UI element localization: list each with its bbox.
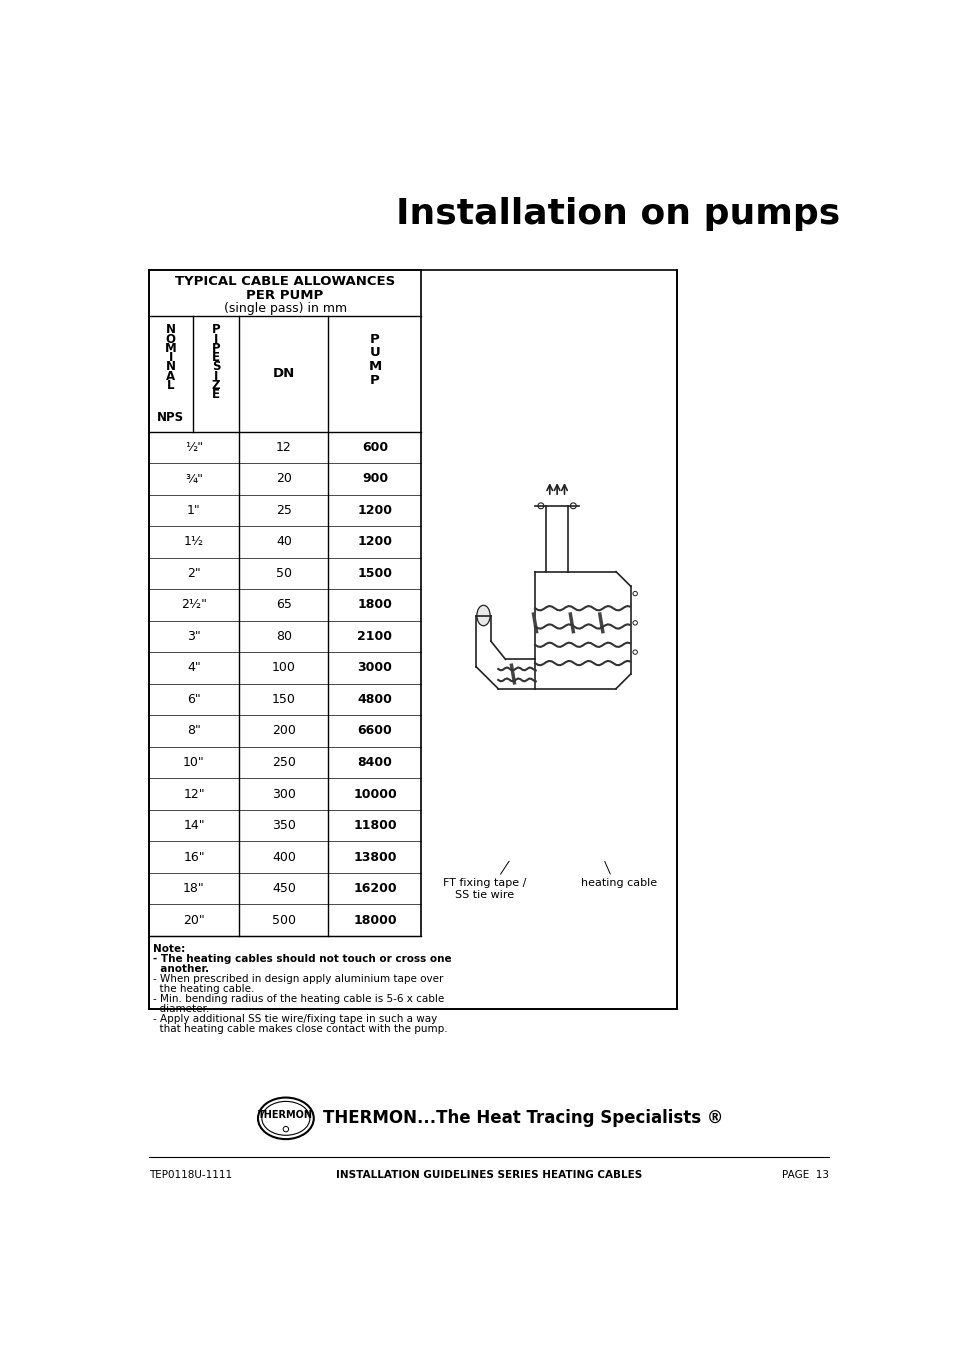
Text: (single pass) in mm: (single pass) in mm <box>223 302 346 315</box>
Text: NPS: NPS <box>157 412 184 424</box>
Text: 11800: 11800 <box>353 819 396 832</box>
Text: another.: another. <box>152 964 209 973</box>
Text: 6": 6" <box>187 693 201 706</box>
Text: P: P <box>212 342 220 355</box>
Text: N: N <box>166 324 175 336</box>
Text: that heating cable makes close contact with the pump.: that heating cable makes close contact w… <box>152 1023 447 1034</box>
Text: M: M <box>368 360 381 374</box>
Text: 10": 10" <box>183 756 205 770</box>
Text: 1200: 1200 <box>357 504 392 517</box>
Text: 1200: 1200 <box>357 536 392 548</box>
Text: 18000: 18000 <box>353 914 396 926</box>
Text: DN: DN <box>273 367 294 381</box>
Text: 500: 500 <box>272 914 295 926</box>
Text: PER PUMP: PER PUMP <box>246 289 323 301</box>
Text: 3": 3" <box>187 630 201 643</box>
Text: Note:: Note: <box>152 944 185 953</box>
Text: THERMON: THERMON <box>258 1110 313 1120</box>
Text: 20: 20 <box>275 472 292 485</box>
Text: 80: 80 <box>275 630 292 643</box>
Text: 900: 900 <box>361 472 388 485</box>
Text: I: I <box>169 351 172 364</box>
Text: 18": 18" <box>183 882 205 895</box>
Text: 50: 50 <box>275 567 292 580</box>
Text: 16200: 16200 <box>353 882 396 895</box>
Text: 10000: 10000 <box>353 787 396 801</box>
Text: 13800: 13800 <box>353 850 396 864</box>
Text: Installation on pumps: Installation on pumps <box>395 197 840 231</box>
Text: 8": 8" <box>187 725 201 737</box>
Text: P: P <box>212 324 220 336</box>
Text: 25: 25 <box>275 504 292 517</box>
Circle shape <box>570 504 576 509</box>
Circle shape <box>632 649 637 655</box>
Text: 300: 300 <box>272 787 295 801</box>
Text: - Apply additional SS tie wire/fixing tape in such a way: - Apply additional SS tie wire/fixing ta… <box>152 1014 436 1023</box>
Text: I: I <box>213 370 218 382</box>
Text: E: E <box>212 351 220 364</box>
Text: 100: 100 <box>272 662 295 675</box>
Text: INSTALLATION GUIDELINES SERIES HEATING CABLES: INSTALLATION GUIDELINES SERIES HEATING C… <box>335 1170 641 1180</box>
Text: 1500: 1500 <box>357 567 392 580</box>
Text: 14": 14" <box>183 819 205 832</box>
Text: 350: 350 <box>272 819 295 832</box>
Text: - The heating cables should not touch or cross one: - The heating cables should not touch or… <box>152 953 451 964</box>
Circle shape <box>537 504 543 509</box>
Text: 400: 400 <box>272 850 295 864</box>
Text: 20": 20" <box>183 914 205 926</box>
Text: the heating cable.: the heating cable. <box>152 984 253 994</box>
Text: 65: 65 <box>275 598 292 612</box>
Text: I: I <box>213 332 218 346</box>
Bar <box>149 270 677 1008</box>
Text: FT fixing tape /
SS tie wire: FT fixing tape / SS tie wire <box>443 878 526 899</box>
Text: P: P <box>370 374 379 387</box>
Text: 8400: 8400 <box>357 756 392 770</box>
Text: - Min. bending radius of the heating cable is 5-6 x cable: - Min. bending radius of the heating cab… <box>152 994 443 1003</box>
Circle shape <box>283 1126 289 1131</box>
Text: diameter.: diameter. <box>152 1003 209 1014</box>
Text: P: P <box>370 332 379 346</box>
Text: 4800: 4800 <box>357 693 392 706</box>
Text: 600: 600 <box>361 440 388 454</box>
Text: 1": 1" <box>187 504 201 517</box>
Text: 3000: 3000 <box>357 662 392 675</box>
Ellipse shape <box>257 1098 314 1139</box>
Text: S: S <box>212 360 220 374</box>
Text: 250: 250 <box>272 756 295 770</box>
Text: 2100: 2100 <box>357 630 392 643</box>
Text: 2": 2" <box>187 567 201 580</box>
Text: N: N <box>166 360 175 374</box>
Ellipse shape <box>476 605 490 626</box>
Text: 150: 150 <box>272 693 295 706</box>
Circle shape <box>632 621 637 625</box>
Text: 1800: 1800 <box>357 598 392 612</box>
Text: U: U <box>369 347 380 359</box>
Text: O: O <box>166 332 175 346</box>
Text: 200: 200 <box>272 725 295 737</box>
Text: 4": 4" <box>187 662 201 675</box>
Text: THERMON...The Heat Tracing Specialists ®: THERMON...The Heat Tracing Specialists ® <box>323 1110 722 1127</box>
Text: TYPICAL CABLE ALLOWANCES: TYPICAL CABLE ALLOWANCES <box>174 275 395 288</box>
Text: 1½: 1½ <box>184 536 204 548</box>
Text: 16": 16" <box>183 850 205 864</box>
Text: ½": ½" <box>185 440 203 454</box>
Text: Z: Z <box>212 379 220 391</box>
Text: E: E <box>212 387 220 401</box>
Ellipse shape <box>261 1102 310 1135</box>
Text: PAGE  13: PAGE 13 <box>781 1170 828 1180</box>
Text: ¾": ¾" <box>185 472 203 485</box>
Text: L: L <box>167 379 174 391</box>
Text: 12": 12" <box>183 787 205 801</box>
Text: A: A <box>166 370 175 382</box>
Text: heating cable: heating cable <box>580 878 657 888</box>
Text: 2½": 2½" <box>181 598 207 612</box>
Text: M: M <box>165 342 176 355</box>
Text: 12: 12 <box>275 440 292 454</box>
Text: 450: 450 <box>272 882 295 895</box>
Circle shape <box>632 591 637 595</box>
Text: 40: 40 <box>275 536 292 548</box>
Text: - When prescribed in design apply aluminium tape over: - When prescribed in design apply alumin… <box>152 973 442 984</box>
Text: TEP0118U-1111: TEP0118U-1111 <box>149 1170 232 1180</box>
Text: 6600: 6600 <box>357 725 392 737</box>
